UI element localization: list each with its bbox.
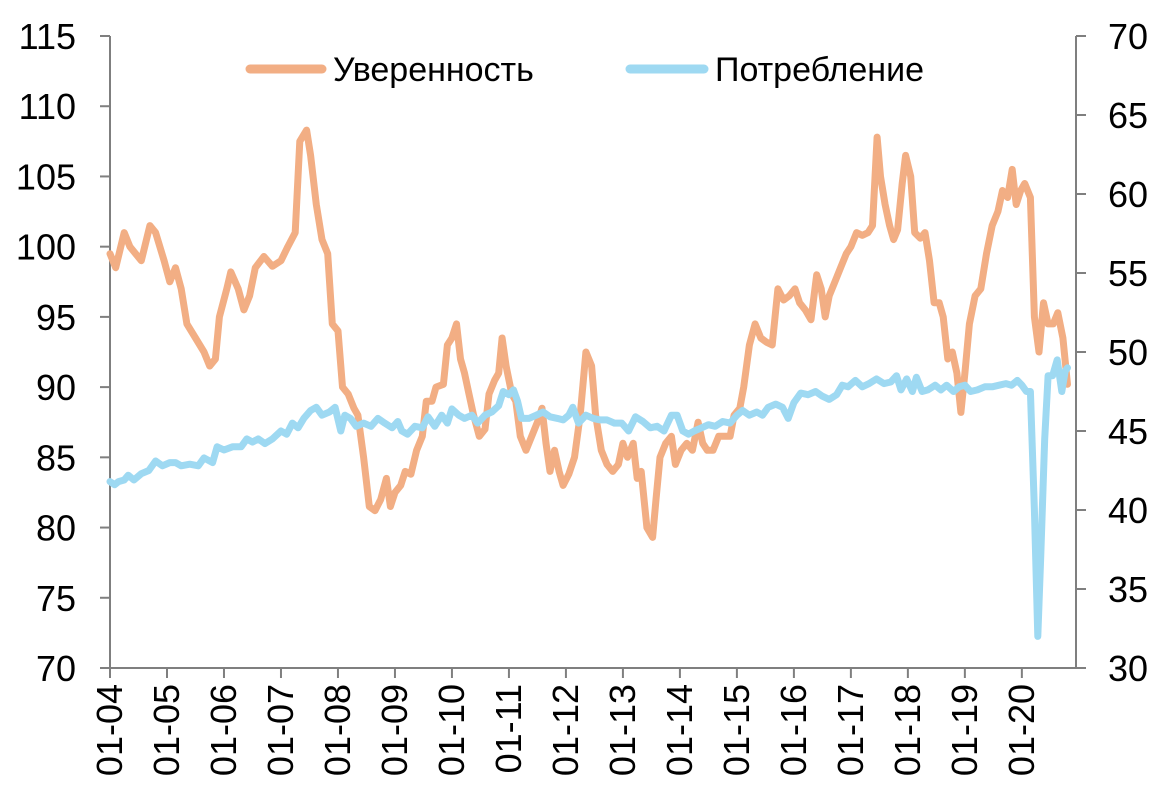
series-line-2 — [106, 356, 1071, 640]
x-tick-label: 01-16 — [773, 684, 814, 776]
x-tick-label: 01-14 — [659, 684, 700, 776]
left-tick-label: 85 — [36, 437, 76, 478]
left-tick-label: 105 — [16, 156, 76, 197]
x-tick-label: 01-08 — [317, 684, 358, 776]
right-tick-label: 45 — [1108, 411, 1148, 452]
x-tick-label: 01-09 — [374, 684, 415, 776]
legend-label: Уверенность — [333, 51, 534, 89]
legend-label: Потребление — [715, 51, 924, 89]
left-tick-label: 100 — [16, 227, 76, 268]
right-tick-label: 55 — [1108, 253, 1148, 294]
left-tick-label: 115 — [19, 16, 76, 57]
x-tick-label: 01-07 — [260, 684, 301, 776]
left-tick-label: 90 — [36, 367, 76, 408]
series-line-1 — [106, 126, 1071, 541]
x-tick-label: 01-17 — [830, 684, 871, 776]
left-tick-label: 95 — [36, 297, 76, 338]
right-tick-label: 70 — [1108, 16, 1148, 57]
right-tick-label: 60 — [1108, 174, 1148, 215]
x-tick-label: 01-12 — [545, 684, 586, 776]
left-tick-label: 80 — [36, 508, 76, 549]
x-tick-label: 01-13 — [602, 684, 643, 776]
x-tick-label: 01-19 — [944, 684, 985, 776]
x-tick-label: 01-06 — [203, 684, 244, 776]
x-tick-label: 01-18 — [887, 684, 928, 776]
x-tick-label: 01-15 — [716, 684, 757, 776]
right-tick-label: 35 — [1108, 569, 1148, 610]
left-tick-label: 110 — [19, 86, 76, 127]
right-tick-label: 30 — [1108, 648, 1148, 689]
series-group — [106, 126, 1071, 640]
axes-group: 70 75 80 85 90 95 100 105 110 115 30 35 40 45 50 55 60 65… — [16, 16, 1148, 776]
left-tick-label: 75 — [36, 578, 76, 619]
x-tick-label: 01-20 — [1001, 684, 1042, 776]
right-tick-label: 50 — [1108, 332, 1148, 373]
x-tick-label: 01-11 — [488, 684, 529, 773]
x-tick-label: 01-10 — [431, 684, 472, 776]
left-tick-label: 70 — [36, 648, 76, 689]
right-tick-label: 40 — [1108, 490, 1148, 531]
legend: Уверенность Потребление — [245, 51, 924, 89]
x-tick-label: 01-05 — [146, 684, 187, 776]
x-tick-label: 01-04 — [89, 684, 130, 776]
right-tick-label: 65 — [1108, 95, 1148, 136]
